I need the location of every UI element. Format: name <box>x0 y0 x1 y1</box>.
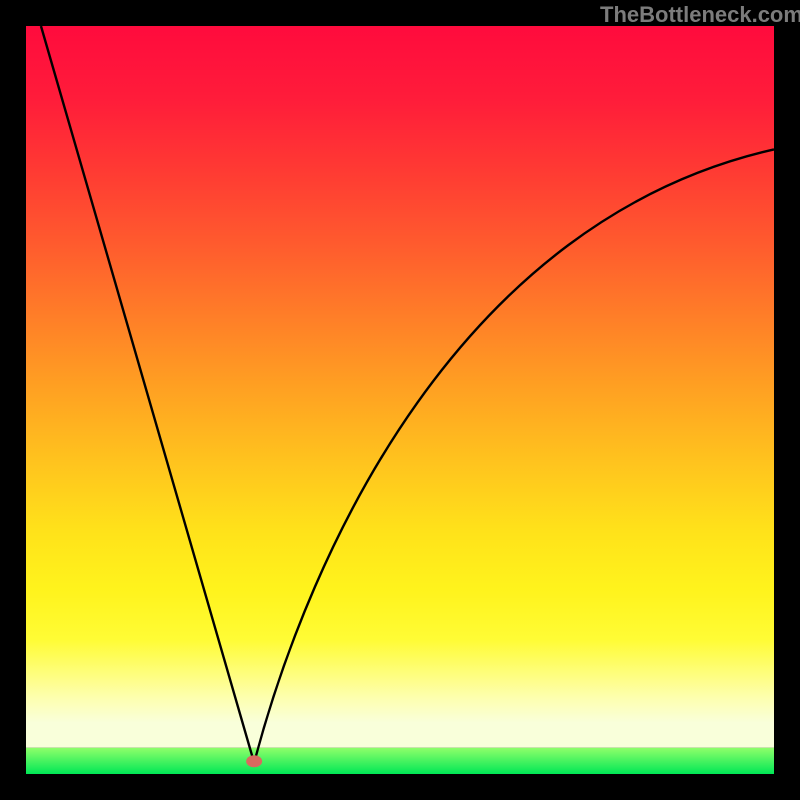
watermark-text: TheBottleneck.com <box>600 2 800 28</box>
border-left <box>0 0 26 800</box>
gradient-background <box>26 26 774 748</box>
border-right <box>774 0 800 800</box>
border-bottom <box>0 774 800 800</box>
bottleneck-chart <box>0 0 800 800</box>
minimum-marker <box>246 755 262 767</box>
green-band <box>26 748 774 774</box>
